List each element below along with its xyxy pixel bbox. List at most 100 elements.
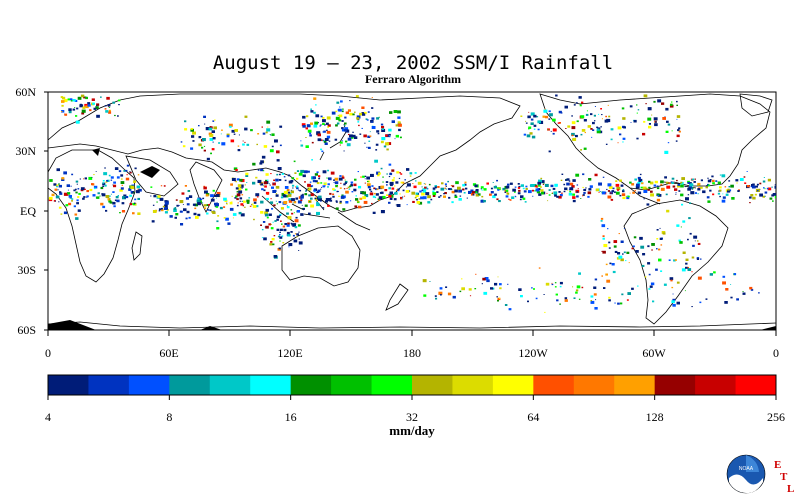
- rain-speckle: [61, 178, 65, 181]
- rain-speckle: [362, 191, 366, 195]
- rain-speckle: [519, 198, 522, 201]
- rain-speckle: [614, 191, 616, 193]
- rain-speckle: [371, 202, 373, 205]
- rain-speckle: [63, 192, 68, 196]
- rain-speckle: [322, 131, 325, 133]
- rain-speckle: [302, 115, 306, 119]
- rain-speckle: [230, 139, 235, 143]
- rain-speckle: [292, 187, 294, 189]
- rain-speckle: [300, 195, 304, 199]
- rain-speckle: [337, 114, 339, 116]
- rain-speckle: [305, 127, 308, 130]
- rain-speckle: [537, 120, 541, 124]
- rain-speckle: [662, 117, 666, 120]
- colorbar-swatch: [48, 375, 89, 395]
- rain-speckle: [255, 205, 259, 208]
- rain-speckle: [229, 202, 233, 205]
- rain-speckle: [87, 104, 91, 107]
- rain-speckle: [235, 181, 237, 183]
- rain-speckle: [652, 300, 655, 303]
- rain-speckle: [307, 187, 309, 189]
- rain-speckle: [158, 208, 162, 211]
- rain-speckle: [386, 173, 388, 175]
- rain-speckle: [588, 178, 592, 181]
- colorbar-tick-labels: 4 8 16 32 64 128 256: [45, 395, 785, 424]
- rain-speckle: [290, 231, 293, 233]
- rain-speckle: [316, 203, 320, 207]
- rain-speckle: [620, 302, 623, 305]
- rain-speckle: [61, 111, 63, 113]
- rain-speckle: [472, 191, 476, 194]
- new-zealand-outline: [385, 283, 409, 311]
- rain-speckle: [697, 184, 699, 186]
- rain-speckle: [75, 180, 79, 183]
- rain-speckle: [245, 172, 249, 176]
- rain-speckle: [589, 185, 593, 188]
- rain-speckle: [69, 98, 73, 101]
- black-sea-patch: [140, 166, 160, 178]
- africa-outline: [48, 149, 136, 283]
- rain-speckle: [638, 178, 643, 183]
- rain-speckle: [83, 96, 86, 99]
- rain-speckle: [276, 203, 278, 205]
- rain-speckle: [264, 211, 268, 215]
- rain-speckle: [291, 177, 295, 180]
- rain-speckle: [518, 288, 522, 291]
- rain-speckle: [248, 197, 251, 199]
- rain-speckle: [270, 241, 273, 243]
- madagascar-outline: [131, 231, 143, 261]
- rain-speckle: [132, 212, 135, 215]
- rain-speckle: [328, 140, 331, 142]
- rain-speckle: [601, 118, 603, 120]
- rain-speckle: [602, 176, 605, 178]
- rain-speckle: [676, 184, 681, 188]
- rain-speckle: [576, 191, 579, 193]
- rain-speckle: [535, 297, 538, 300]
- rain-speckle: [327, 183, 330, 186]
- rain-speckle: [311, 159, 313, 161]
- rain-speckle: [627, 292, 631, 295]
- rain-speckle: [306, 115, 309, 118]
- rain-speckle: [278, 201, 282, 204]
- rain-speckle: [203, 149, 206, 152]
- rain-speckle: [665, 193, 668, 196]
- rain-speckle: [687, 181, 691, 184]
- rain-speckle: [461, 278, 463, 280]
- rain-speckle: [552, 132, 555, 135]
- rain-speckle: [717, 192, 721, 195]
- rain-speckle: [214, 195, 217, 197]
- rain-speckle: [402, 189, 405, 192]
- rain-speckle: [100, 186, 104, 190]
- rain-speckle: [277, 248, 281, 251]
- rain-speckle: [390, 183, 393, 187]
- rain-speckle: [117, 195, 119, 197]
- rain-speckle: [667, 123, 671, 126]
- rain-speckle: [561, 192, 563, 194]
- rain-speckle: [569, 182, 574, 186]
- rain-speckle: [668, 182, 671, 185]
- rain-speckle: [497, 189, 500, 191]
- rain-speckle: [575, 134, 578, 138]
- rain-speckle: [550, 184, 554, 188]
- rain-speckle: [114, 199, 117, 201]
- rain-speckle: [376, 117, 380, 120]
- rain-speckle: [355, 198, 359, 201]
- rain-speckle: [251, 203, 254, 205]
- rain-speckle: [300, 140, 302, 142]
- rain-speckle: [338, 195, 340, 197]
- rain-speckle: [315, 114, 320, 118]
- rain-speckle: [77, 196, 80, 198]
- rain-speckle: [97, 192, 100, 195]
- rain-speckle: [631, 247, 634, 250]
- rain-speckle: [266, 120, 271, 124]
- rain-speckle: [422, 189, 427, 193]
- rain-speckle: [459, 290, 462, 293]
- rain-speckle: [675, 140, 678, 142]
- rain-speckle: [653, 117, 658, 121]
- rain-speckle: [744, 182, 747, 184]
- rain-speckle: [415, 180, 417, 182]
- rain-speckle: [359, 112, 363, 116]
- rain-speckle: [417, 181, 422, 185]
- rain-speckle: [367, 180, 369, 183]
- rain-speckle: [279, 240, 281, 242]
